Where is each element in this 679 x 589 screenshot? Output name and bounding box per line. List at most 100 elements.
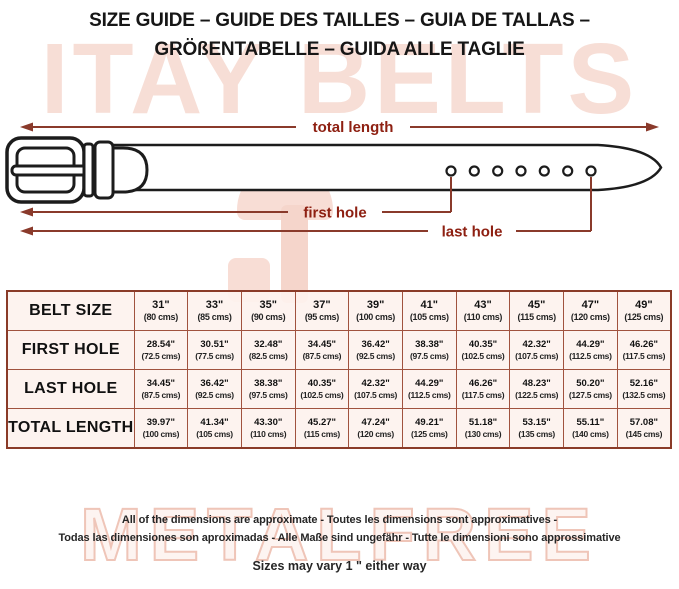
size-cell: 41.34" (105 cms) <box>187 408 242 449</box>
inch-value: 42.32" <box>522 338 551 350</box>
page-title-line2: GRÖßENTABELLE – GUIDA ALLE TAGLIE <box>154 39 525 60</box>
size-cell: 42.32" (107.5 cms) <box>348 369 403 409</box>
size-cell: 49" (125 cms) <box>616 290 672 331</box>
cm-value: (87.5 cms) <box>141 389 181 400</box>
inch-value: 44.29" <box>576 338 605 350</box>
inch-value: 38.38" <box>415 338 444 350</box>
cm-value: (130 cms) <box>464 428 502 439</box>
size-cell: 36.42" (92.5 cms) <box>348 330 403 370</box>
size-cell: 52.16" (132.5 cms) <box>616 369 672 409</box>
size-cell: 42.32" (107.5 cms) <box>509 330 564 370</box>
cm-value: (125 cms) <box>411 428 448 439</box>
belt-hole-icon <box>515 165 527 177</box>
cm-value: (72.5 cms) <box>141 350 181 361</box>
size-cell: 46.26" (117.5 cms) <box>616 330 672 370</box>
size-cell: 55.11" (140 cms) <box>563 408 618 449</box>
inch-value: 32.48" <box>254 338 283 350</box>
belt-strap <box>108 143 663 192</box>
inch-value: 37" <box>313 299 331 311</box>
size-cell: 28.54" (72.5 cms) <box>133 330 189 370</box>
cm-value: (112.5 cms) <box>408 389 451 400</box>
arrowhead-left-icon <box>20 122 33 132</box>
size-cell: 41" (105 cms) <box>401 290 457 331</box>
size-cell: 38.38" (97.5 cms) <box>240 369 296 409</box>
brand-watermark-bottom: METALFREE <box>79 492 599 577</box>
size-cell: 57.08" (145 cms) <box>616 408 672 449</box>
table-row: FIRST HOLE 28.54" (72.5 cms) 30.51" (77.5 cm… <box>6 330 672 370</box>
cm-value: (87.5 cms) <box>302 350 342 361</box>
belt-holes <box>445 165 597 177</box>
inch-value: 40.35" <box>307 377 337 389</box>
inch-value: 55.11" <box>576 416 605 428</box>
size-cell: 38.38" (97.5 cms) <box>401 330 457 370</box>
size-cell: 36.42" (92.5 cms) <box>187 369 242 409</box>
inch-value: 49" <box>635 299 653 311</box>
inch-value: 35" <box>259 299 277 311</box>
inch-value: 33" <box>205 299 224 311</box>
approximate-note-line2: Todas las dimensiones son aproximadas - … <box>58 531 621 544</box>
belt-hole-icon <box>468 165 480 177</box>
first-hole-label: first hole <box>303 205 366 222</box>
inch-value: 51.18" <box>468 416 498 428</box>
size-cell: 43.30" (110 cms) <box>240 408 296 449</box>
inch-value: 31" <box>152 299 170 311</box>
cm-value: (110 cms) <box>250 428 287 439</box>
belt-hole-icon <box>585 165 597 177</box>
belt-hole-icon <box>445 165 457 177</box>
inch-value: 36.42" <box>200 377 229 389</box>
cm-value: (132.5 cms) <box>622 389 666 400</box>
size-cell: 45" (115 cms) <box>509 290 564 331</box>
footer-note: All of the dimensions are approximate - … <box>0 512 679 573</box>
inch-value: 39.97" <box>146 416 175 428</box>
table-row: TOTAL LENGTH 39.97" (100 cms) 41.34" (105 cm… <box>6 408 672 449</box>
inch-value: 41.34" <box>200 416 229 428</box>
cm-value: (100 cms) <box>142 428 180 439</box>
cm-value: (117.5 cms) <box>622 350 666 361</box>
cm-value: (115 cms) <box>517 312 556 322</box>
cm-value: (90 cms) <box>251 312 286 322</box>
inch-value: 45.27" <box>307 416 337 428</box>
page-title: SIZE GUIDE – GUIDE DES TAILLES – GUIA DE… <box>0 0 679 64</box>
last-hole-callout <box>26 177 592 232</box>
cm-value: (100 cms) <box>356 312 395 322</box>
belt-diagram: total length first hole last <box>5 119 663 241</box>
size-table: BELT SIZE 31" (80 cms) 33" (85 cms) 35" (90 cm… <box>6 290 672 449</box>
arrowhead-left-icon <box>20 226 33 236</box>
inch-value: 53.15" <box>522 416 551 428</box>
inch-value: 50.20" <box>576 377 605 389</box>
total-length-label: total length <box>313 119 394 136</box>
size-variance-note: Sizes may vary 1 " either way <box>252 559 427 573</box>
size-table-container: BELT SIZE 31" (80 cms) 33" (85 cms) 35" (90 cm… <box>6 290 672 449</box>
size-cell: 31" (80 cms) <box>133 290 189 331</box>
size-cell: 40.35" (102.5 cms) <box>294 369 350 409</box>
approximate-note-line1: All of the dimensions are approximate - … <box>121 514 558 526</box>
row-label: FIRST HOLE <box>6 330 135 370</box>
inch-value: 52.16" <box>629 377 658 389</box>
inch-value: 44.29" <box>415 377 444 389</box>
size-cell: 34.45" (87.5 cms) <box>133 369 189 409</box>
last-hole-label: last hole <box>442 224 503 241</box>
cm-value: (112.5 cms) <box>569 350 612 361</box>
inch-value: 46.26" <box>629 338 658 350</box>
cm-value: (122.5 cms) <box>515 389 559 400</box>
size-cell: 30.51" (77.5 cms) <box>187 330 242 370</box>
size-cell: 34.45" (87.5 cms) <box>294 330 350 370</box>
size-cell: 45.27" (115 cms) <box>294 408 350 449</box>
cm-value: (127.5 cms) <box>568 389 612 400</box>
inch-value: 43.30" <box>254 416 283 428</box>
cm-value: (97.5 cms) <box>409 350 449 361</box>
row-label: TOTAL LENGTH <box>6 408 135 449</box>
cm-value: (95 cms) <box>304 312 339 322</box>
row-label: BELT SIZE <box>6 290 135 331</box>
size-cell: 39.97" (100 cms) <box>133 408 189 449</box>
cm-value: (117.5 cms) <box>461 389 505 400</box>
cm-value: (77.5 cms) <box>195 350 234 361</box>
cm-value: (102.5 cms) <box>300 389 344 400</box>
size-cell: 43" (110 cms) <box>455 290 511 331</box>
cm-value: (102.5 cms) <box>461 350 505 361</box>
size-cell: 40.35" (102.5 cms) <box>455 330 511 370</box>
cm-value: (92.5 cms) <box>356 350 395 361</box>
inch-value: 30.51" <box>200 338 229 350</box>
inch-value: 38.38" <box>254 377 283 389</box>
